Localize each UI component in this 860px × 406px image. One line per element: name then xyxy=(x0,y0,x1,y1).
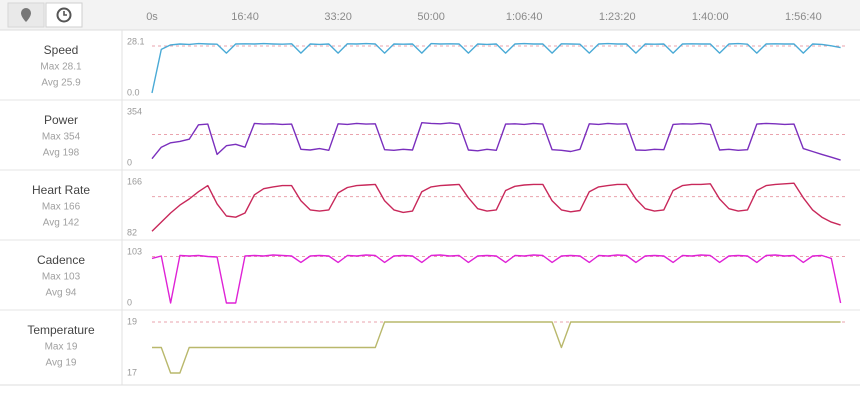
max-stat: Max 166 xyxy=(42,202,81,213)
y-tick-label: 166 xyxy=(127,176,142,186)
y-tick-label: 0 xyxy=(127,297,132,307)
y-tick-label: 82 xyxy=(127,227,137,237)
max-stat: Max 19 xyxy=(45,342,78,353)
y-tick-label: 19 xyxy=(127,316,137,326)
y-tick-label: 354 xyxy=(127,106,142,116)
series-line xyxy=(152,321,841,374)
avg-stat: Avg 94 xyxy=(46,288,77,299)
avg-stat: Avg 25.9 xyxy=(41,78,81,89)
max-stat: Max 103 xyxy=(42,272,81,283)
series-line xyxy=(151,182,841,232)
max-stat: Max 28.1 xyxy=(40,62,82,73)
x-tick-label: 1:06:40 xyxy=(506,11,543,23)
x-tick-label: 16:40 xyxy=(231,11,259,23)
clock-icon xyxy=(56,7,72,23)
panel-title: Heart Rate xyxy=(32,183,90,197)
panel-title: Cadence xyxy=(37,253,85,267)
y-tick-label: 0.0 xyxy=(127,87,140,97)
x-tick-label: 1:23:20 xyxy=(599,11,636,23)
avg-stat: Avg 142 xyxy=(43,218,80,229)
panel-title: Temperature xyxy=(27,323,95,337)
avg-stat: Avg 19 xyxy=(46,358,77,369)
panel-title: Power xyxy=(44,113,78,127)
x-tick-label: 33:20 xyxy=(324,11,352,23)
max-stat: Max 354 xyxy=(42,132,81,143)
time-button[interactable] xyxy=(45,2,83,28)
x-tick-label: 1:56:40 xyxy=(785,11,822,23)
series-line xyxy=(151,122,841,161)
series-line xyxy=(151,254,842,304)
panel-title: Speed xyxy=(44,43,79,57)
y-tick-label: 28.1 xyxy=(127,36,145,46)
avg-stat: Avg 198 xyxy=(43,148,80,159)
x-tick-label: 1:40:00 xyxy=(692,11,729,23)
pin-icon xyxy=(21,8,31,22)
x-tick-label: 0s xyxy=(146,11,158,23)
series-line xyxy=(151,42,841,94)
y-tick-label: 17 xyxy=(127,367,137,377)
y-tick-label: 0 xyxy=(127,157,132,167)
top-bar xyxy=(0,0,860,30)
clock-hands xyxy=(63,11,67,16)
x-tick-label: 50:00 xyxy=(417,11,445,23)
y-tick-label: 103 xyxy=(127,246,142,256)
